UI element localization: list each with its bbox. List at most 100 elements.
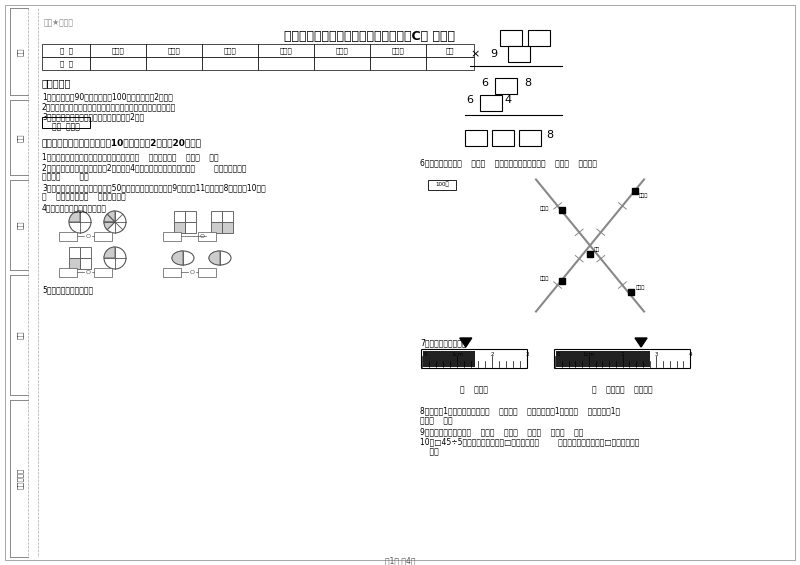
Text: 格是（    ）。: 格是（ ）。: [420, 416, 453, 425]
Polygon shape: [172, 251, 183, 265]
Bar: [59, 232, 77, 241]
Text: ×: ×: [470, 49, 480, 59]
Bar: [185, 222, 196, 233]
Text: 9、常用的长度单位有（    ）、（    ）、（    ）、（    ）、（    ）。: 9、常用的长度单位有（ ）、（ ）、（ ）、（ ）、（ ）。: [420, 427, 583, 436]
Bar: [370, 57, 426, 70]
Text: 8: 8: [546, 130, 554, 140]
Text: 3: 3: [526, 352, 529, 357]
Text: O: O: [86, 270, 90, 275]
Text: 第1页 共4页: 第1页 共4页: [385, 556, 415, 565]
Text: （    ）跑得最快，（    ）跑得最慢。: （ ）跑得最快，（ ）跑得最慢。: [42, 192, 126, 201]
Bar: [42, 57, 90, 70]
Text: 6、小红家在学校（    ）方（    ）米处；小明家在学校（    ）方（    ）米处。: 6、小红家在学校（ ）方（ ）米处；小明家在学校（ ）方（ ）米处。: [420, 158, 597, 167]
Bar: [42, 117, 90, 128]
Bar: [198, 232, 216, 241]
Bar: [174, 222, 185, 233]
Bar: [222, 211, 233, 222]
Text: 8、分针走1小格，秒针正好走（    ），是（    ）秒。分针走1大格是（    ），时针走1大: 8、分针走1小格，秒针正好走（ ），是（ ）秒。分针走1大格是（ ），时针走1大: [420, 406, 620, 415]
Text: 4、看图写分数，并比较大小。: 4、看图写分数，并比较大小。: [42, 203, 107, 212]
Text: 2、请首先按要求在试卷的指定位置填写您的姓名、班级、学号。: 2、请首先按要求在试卷的指定位置填写您的姓名、班级、学号。: [42, 102, 176, 111]
Bar: [314, 44, 370, 57]
Text: 小红家: 小红家: [539, 206, 549, 211]
Text: 2、劳动课上做纸花，红红做了2朵纸花，4朵蓝花，红花占纸花总数的（        ），蓝花占纸花: 2、劳动课上做纸花，红红做了2朵纸花，4朵蓝花，红花占纸花总数的（ ），蓝花占纸…: [42, 163, 246, 172]
Bar: [146, 44, 202, 57]
Polygon shape: [209, 251, 220, 265]
Text: 3、不要在试卷上乱写乱画，卷面不整洁扣2分。: 3、不要在试卷上乱写乱画，卷面不整洁扣2分。: [42, 112, 144, 121]
Bar: [59, 267, 77, 276]
Bar: [556, 351, 650, 367]
Text: 小红家: 小红家: [540, 276, 550, 281]
Text: 总分: 总分: [446, 47, 454, 54]
Text: 8: 8: [525, 78, 531, 88]
Wedge shape: [104, 214, 115, 222]
Bar: [222, 222, 233, 233]
Bar: [80, 258, 91, 269]
Text: 应用题: 应用题: [392, 47, 404, 54]
Text: 2: 2: [490, 352, 494, 357]
Text: 10、□45÷5，要使商是两位数，□里最大可填（        ），要使商是三位数，□里最小应填（: 10、□45÷5，要使商是两位数，□里最大可填（ ），要使商是三位数，□里最小应…: [420, 437, 639, 446]
Text: 3: 3: [654, 352, 658, 357]
Text: 湘教版三年级数学下学期开学检测试题C卷 含答案: 湘教版三年级数学下学期开学检测试题C卷 含答案: [285, 30, 455, 43]
Wedge shape: [69, 211, 80, 222]
Text: 0: 0: [557, 352, 561, 357]
Wedge shape: [104, 222, 115, 230]
Bar: [163, 267, 181, 276]
Bar: [185, 211, 196, 222]
Text: （    ）厘米（    ）毫米。: （ ）厘米（ ）毫米。: [592, 385, 652, 394]
Wedge shape: [107, 211, 115, 222]
Bar: [500, 30, 522, 46]
Text: 1、考试时间：90分钟，满分为100分（含卷面分2分）。: 1、考试时间：90分钟，满分为100分（含卷面分2分）。: [42, 92, 173, 101]
Text: 学校: 学校: [17, 331, 23, 339]
Text: 小明家: 小明家: [639, 193, 648, 198]
Text: 0: 0: [424, 352, 427, 357]
Text: 学号: 学号: [17, 47, 23, 56]
Text: 1cm: 1cm: [582, 352, 594, 357]
Bar: [42, 44, 90, 57]
FancyBboxPatch shape: [554, 350, 690, 368]
Bar: [428, 180, 456, 190]
Text: 微课★应用题: 微课★应用题: [44, 18, 74, 27]
Wedge shape: [104, 247, 115, 258]
Bar: [146, 57, 202, 70]
Bar: [90, 57, 146, 70]
Text: 选择题: 选择题: [168, 47, 180, 54]
Bar: [202, 44, 258, 57]
Text: 填空题: 填空题: [112, 47, 124, 54]
Text: 学校: 学校: [594, 247, 600, 252]
Bar: [508, 46, 530, 62]
Polygon shape: [460, 338, 472, 347]
Text: 4: 4: [688, 352, 692, 357]
Polygon shape: [635, 338, 647, 347]
Text: 得  分: 得 分: [59, 60, 73, 67]
Text: 1、在进位加法中，不管哪一位上的数相加满（    ），都要向（    ）进（    ）。: 1、在进位加法中，不管哪一位上的数相加满（ ），都要向（ ）进（ ）。: [42, 152, 218, 161]
Text: 6: 6: [466, 95, 474, 105]
Bar: [69, 247, 80, 258]
Bar: [198, 267, 216, 276]
Bar: [94, 232, 112, 241]
Bar: [211, 211, 222, 222]
Text: 3、体育老师对第一小组同学进行50米跑测试，成绩如下小红9秒，小圆11秒，小明8秒，小军10秒。: 3、体育老师对第一小组同学进行50米跑测试，成绩如下小红9秒，小圆11秒，小明8…: [42, 183, 266, 192]
Text: 7、量出钉子的长度。: 7、量出钉子的长度。: [420, 338, 466, 347]
Text: O: O: [190, 270, 194, 275]
Text: 9: 9: [490, 49, 498, 59]
Bar: [163, 232, 181, 241]
Bar: [465, 130, 487, 146]
Bar: [495, 78, 517, 94]
Text: 得分  评卷人: 得分 评卷人: [52, 122, 80, 131]
Text: 总数的（        ）。: 总数的（ ）。: [42, 172, 89, 181]
Text: 装（撕）线: 装（撕）线: [17, 468, 23, 489]
Text: 综合题: 综合题: [336, 47, 348, 54]
Bar: [528, 30, 550, 46]
Bar: [94, 267, 112, 276]
Text: O: O: [199, 233, 205, 238]
Bar: [492, 130, 514, 146]
Text: 计算题: 计算题: [280, 47, 292, 54]
Text: （    ）毫米: （ ）毫米: [460, 385, 488, 394]
Text: 4: 4: [505, 95, 511, 105]
Bar: [80, 247, 91, 258]
Text: 判断题: 判断题: [224, 47, 236, 54]
Text: 小明家: 小明家: [635, 285, 645, 290]
Bar: [314, 57, 370, 70]
Bar: [423, 351, 474, 367]
Text: 100米: 100米: [435, 181, 449, 187]
